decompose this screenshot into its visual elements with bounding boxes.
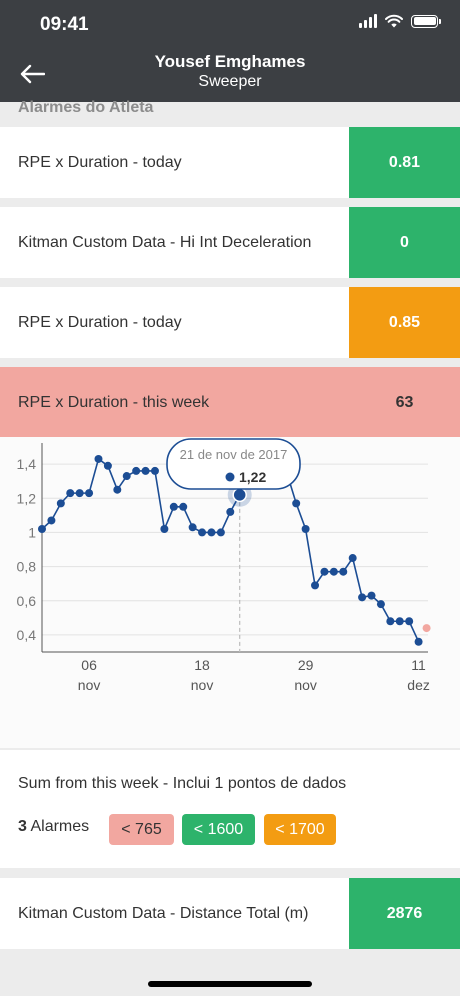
section-label: Alarmes do Atleta (18, 99, 154, 116)
app-header: 09:41 Yousef Emghames Sweeper (0, 0, 460, 102)
data-point (188, 523, 197, 532)
data-point (141, 466, 150, 475)
alarm-label: Kitman Custom Data - Distance Total (m) (18, 905, 309, 922)
threshold-chip-green: < 1600 (182, 814, 255, 845)
tooltip-box (166, 438, 301, 490)
status-time: 09:41 (40, 14, 89, 35)
data-point (113, 485, 122, 494)
signal-icon (359, 14, 377, 28)
data-point (414, 637, 423, 646)
data-point (85, 489, 94, 498)
data-point (216, 528, 225, 537)
wifi-icon (385, 14, 403, 28)
data-point (358, 593, 367, 602)
status-icons (359, 14, 441, 28)
tooltip-series-dot (225, 472, 235, 482)
y-tick-label: 1,2 (17, 490, 37, 506)
alarm-value: 0 (349, 207, 460, 278)
x-tick-month: dez (407, 677, 430, 693)
data-point (367, 591, 376, 600)
alarm-row[interactable]: Kitman Custom Data - Distance Total (m) … (0, 878, 460, 949)
tooltip-value: 1,22 (239, 469, 266, 485)
summary-card: Sum from this week - Inclui 1 pontos de … (0, 750, 460, 868)
x-tick-day: 11 (411, 657, 426, 673)
alarm-label: RPE x Duration - this week (18, 394, 210, 411)
battery-icon (411, 14, 441, 28)
alarm-value: 2876 (349, 878, 460, 949)
data-point (132, 466, 141, 475)
y-tick-label: 0,4 (17, 627, 37, 643)
data-point (386, 617, 395, 626)
tooltip-date: 21 de nov de 2017 (180, 447, 288, 462)
data-point (395, 617, 404, 626)
data-point (38, 525, 46, 533)
alarms-count-number: 3 (18, 818, 27, 835)
data-point (329, 567, 338, 576)
y-tick-label: 1 (28, 524, 36, 540)
data-point (179, 502, 188, 511)
data-point (160, 525, 169, 533)
header-title: Yousef Emghames Sweeper (0, 52, 460, 91)
back-button[interactable] (14, 56, 50, 92)
x-tick-day: 29 (298, 657, 314, 673)
data-point (150, 466, 159, 475)
data-point (94, 454, 103, 463)
data-point (56, 499, 65, 508)
line-chart[interactable]: 0,4 0,6 0,8 1 1,2 1,4 06 nov 18 nov 29 nov 11 dez 21 d… (0, 437, 460, 748)
alarm-row[interactable]: Kitman Custom Data - Hi Int Deceleration… (0, 207, 460, 278)
data-point (169, 502, 178, 511)
summary-text: Sum from this week - Inclui 1 pontos de … (18, 775, 347, 792)
alarm-label: RPE x Duration - today (18, 154, 182, 171)
x-tick-day: 18 (194, 657, 210, 673)
alarm-row-selected[interactable]: RPE x Duration - this week 63 (0, 367, 460, 438)
data-point (198, 528, 207, 537)
alarm-label: Kitman Custom Data - Hi Int Deceleration (18, 234, 312, 251)
data-point (103, 461, 112, 470)
x-tick-day: 06 (81, 657, 97, 673)
data-point (75, 489, 84, 498)
athlete-role: Sweeper (198, 73, 262, 90)
data-point (292, 499, 301, 508)
y-tick-label: 0,8 (17, 559, 37, 575)
data-point (405, 617, 414, 626)
alarm-label: RPE x Duration - today (18, 314, 182, 331)
alarm-row[interactable]: RPE x Duration - today 0.85 (0, 287, 460, 358)
athlete-name: Yousef Emghames (154, 52, 306, 71)
y-tick-label: 1,4 (17, 456, 37, 472)
alarm-value: 63 (395, 394, 414, 411)
x-tick-month: nov (191, 677, 214, 693)
data-point (301, 525, 310, 533)
home-indicator (148, 981, 312, 987)
data-point (339, 567, 348, 576)
alarm-value: 0.81 (349, 127, 460, 198)
alarm-value: 0.85 (349, 287, 460, 358)
pending-point (422, 624, 431, 633)
selected-point (232, 487, 247, 503)
data-point (226, 507, 235, 516)
alarm-row[interactable]: RPE x Duration - today 0.81 (0, 127, 460, 198)
y-tick-label: 0,6 (17, 593, 37, 609)
threshold-chip-orange: < 1700 (264, 814, 336, 845)
data-point (348, 554, 357, 563)
chart-card: 0,4 0,6 0,8 1 1,2 1,4 06 nov 18 nov 29 nov 11 dez 21 d… (0, 437, 460, 748)
data-point (66, 489, 75, 498)
threshold-chip-red: < 765 (109, 814, 174, 845)
data-point (320, 567, 329, 576)
data-point (207, 528, 216, 537)
data-point (311, 581, 320, 590)
x-tick-month: nov (78, 677, 101, 693)
alarms-count-word: Alarmes (30, 818, 90, 835)
data-point (122, 472, 131, 481)
data-point (47, 516, 56, 525)
alarms-count: 3 Alarmes (18, 818, 89, 836)
arrow-left-icon (20, 64, 45, 84)
data-point (376, 600, 385, 609)
x-tick-month: nov (294, 677, 317, 693)
